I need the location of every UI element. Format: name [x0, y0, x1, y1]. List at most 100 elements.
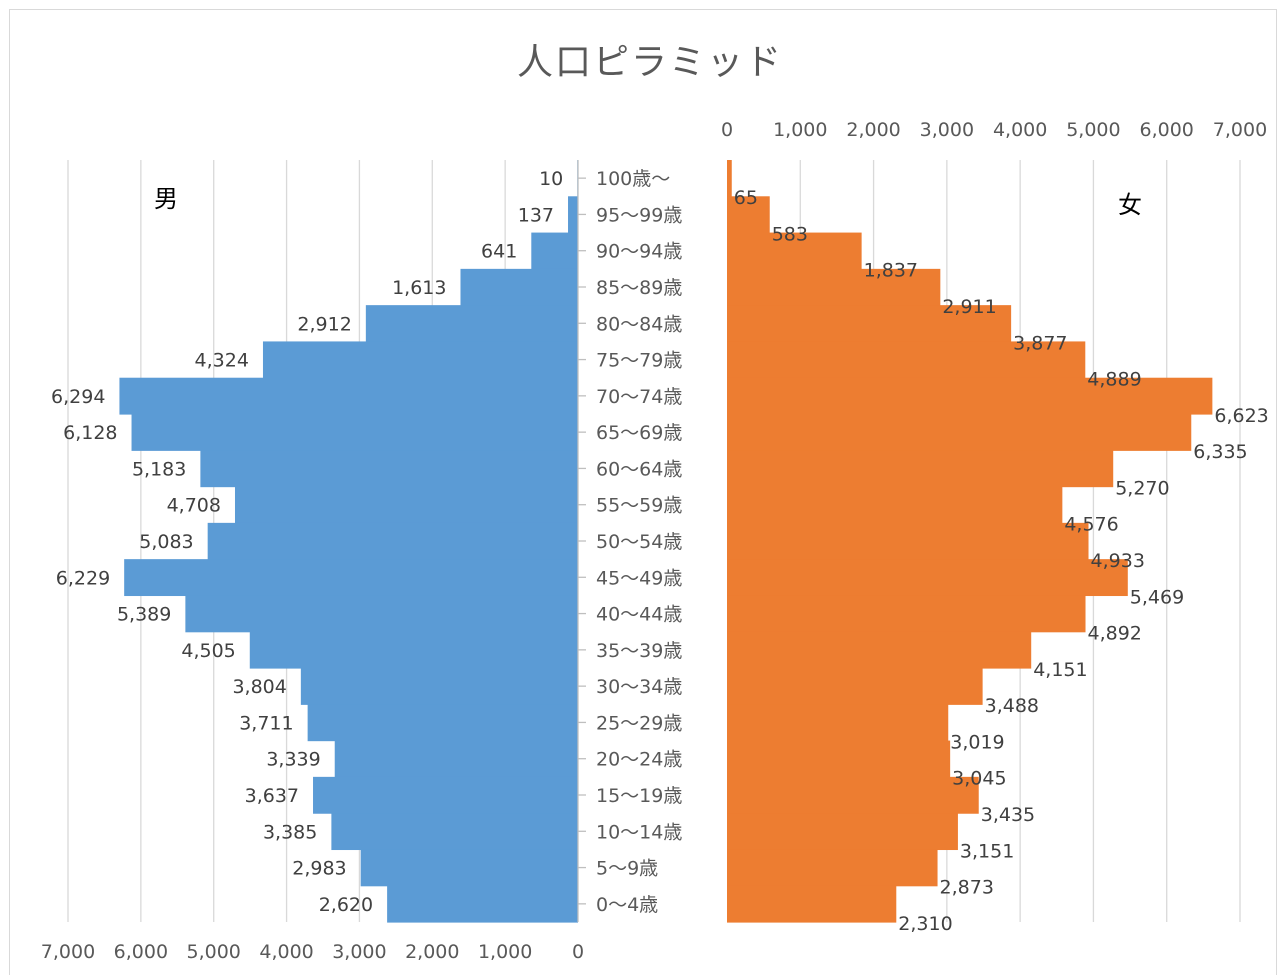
- male-axis-tick-label: 5,000: [187, 941, 241, 963]
- male-data-label: 641: [481, 241, 517, 263]
- female-bar: [727, 740, 951, 778]
- male-data-label: 2,912: [297, 313, 351, 335]
- age-group-label: 75～79歳: [596, 350, 682, 372]
- female-bar: [727, 196, 770, 234]
- male-axis-tick-label: 3,000: [332, 941, 386, 963]
- age-group-label: 5～9歳: [596, 858, 658, 880]
- bars: [119, 160, 1213, 923]
- age-group-label: 80～84歳: [596, 313, 682, 335]
- male-data-label: 2,983: [292, 858, 346, 880]
- male-bar: [334, 740, 578, 778]
- male-data-label: 4,505: [181, 640, 235, 662]
- female-bar: [727, 305, 1012, 343]
- male-bar: [331, 813, 578, 851]
- male-axis-tick-label: 2,000: [405, 941, 459, 963]
- female-data-label: 65: [734, 187, 758, 209]
- female-axis-tick-label: 6,000: [1140, 119, 1194, 141]
- male-data-label: 1,613: [392, 277, 446, 299]
- male-data-label: 5,389: [117, 604, 171, 626]
- male-data-label: 5,183: [132, 458, 186, 480]
- age-group-label: 65～69歳: [596, 422, 682, 444]
- male-bar: [207, 522, 578, 560]
- male-data-label: 10: [539, 168, 563, 190]
- female-data-label: 4,151: [1033, 659, 1087, 681]
- female-bar: [727, 849, 938, 887]
- female-data-label: 4,933: [1091, 550, 1145, 572]
- age-group-label: 30～34歳: [596, 676, 682, 698]
- male-bar: [460, 268, 578, 306]
- female-axis-tick-label: 4,000: [993, 119, 1047, 141]
- female-bar: [727, 450, 1114, 488]
- male-axis-tick-label: 1,000: [478, 941, 532, 963]
- female-axis-tick-label: 0: [721, 119, 733, 141]
- age-group-label: 10～14歳: [596, 821, 682, 843]
- female-bar: [727, 776, 979, 814]
- female-data-label: 2,911: [942, 296, 996, 318]
- male-data-label: 6,229: [56, 567, 110, 589]
- male-data-label: 3,385: [263, 821, 317, 843]
- age-group-label: 15～19歳: [596, 785, 682, 807]
- male-data-label: 6,128: [63, 422, 117, 444]
- male-data-label: 3,339: [266, 749, 320, 771]
- female-data-label: 3,019: [950, 731, 1004, 753]
- female-data-label: 3,435: [981, 804, 1035, 826]
- chart-frame: [9, 9, 1277, 975]
- female-data-label: 5,270: [1115, 477, 1169, 499]
- male-bar: [249, 631, 578, 669]
- age-group-label: 50～54歳: [596, 531, 682, 553]
- age-group-label: 45～49歳: [596, 567, 682, 589]
- male-bar: [365, 305, 578, 343]
- data-labels: 10 65 137 583 641 1,837 1,613 2,911 2,912 3,877 4,…: [51, 168, 1269, 935]
- male-series-label: 男: [154, 185, 178, 213]
- female-bar: [727, 486, 1063, 524]
- female-data-label: 4,889: [1087, 369, 1141, 391]
- female-data-label: 3,877: [1013, 332, 1067, 354]
- female-data-label: 1,837: [864, 260, 918, 282]
- female-bar: [727, 885, 897, 923]
- female-axis-tick-label: 7,000: [1213, 119, 1267, 141]
- age-group-label: 0～4歳: [596, 894, 658, 916]
- female-data-label: 6,335: [1193, 441, 1247, 463]
- male-data-label: 2,620: [319, 894, 373, 916]
- male-bar: [387, 885, 578, 923]
- male-data-label: 6,294: [51, 386, 105, 408]
- female-bar: [727, 377, 1213, 415]
- age-group-label: 25～29歳: [596, 712, 682, 734]
- female-bar: [727, 160, 732, 197]
- age-group-label: 85～89歳: [596, 277, 682, 299]
- male-bar: [200, 450, 579, 488]
- female-data-label: 4,576: [1064, 514, 1118, 536]
- female-data-label: 3,488: [985, 695, 1039, 717]
- female-axis-tick-label: 5,000: [1066, 119, 1120, 141]
- male-bar: [234, 486, 578, 524]
- age-group-label: 35～39歳: [596, 640, 682, 662]
- male-data-label: 137: [518, 204, 554, 226]
- female-data-label: 583: [772, 223, 808, 245]
- chart-title: 人口ピラミッド: [517, 42, 783, 83]
- male-bar: [185, 595, 578, 633]
- female-axis-tick-label: 2,000: [846, 119, 900, 141]
- female-data-label: 2,310: [898, 913, 952, 935]
- female-bar: [727, 813, 958, 851]
- female-bar: [727, 631, 1032, 669]
- age-group-label: 55～59歳: [596, 495, 682, 517]
- female-bar: [727, 522, 1089, 560]
- female-data-label: 3,151: [960, 840, 1014, 862]
- female-data-label: 3,045: [952, 768, 1006, 790]
- male-bar: [124, 559, 579, 597]
- female-series-label: 女: [1118, 191, 1142, 219]
- female-bar: [727, 414, 1192, 451]
- male-bar: [568, 196, 578, 234]
- male-bar: [131, 414, 578, 451]
- age-group-label: 95～99歳: [596, 204, 682, 226]
- male-axis-tick-label: 0: [572, 941, 584, 963]
- female-axis-tick-label: 1,000: [773, 119, 827, 141]
- age-group-label: 60～64歳: [596, 458, 682, 480]
- age-group-label: 100歳～: [596, 168, 670, 190]
- female-bar: [727, 668, 983, 705]
- female-bar: [727, 559, 1128, 597]
- female-data-label: 4,892: [1088, 623, 1142, 645]
- male-data-label: 5,083: [139, 531, 193, 553]
- age-group-label: 40～44歳: [596, 604, 682, 626]
